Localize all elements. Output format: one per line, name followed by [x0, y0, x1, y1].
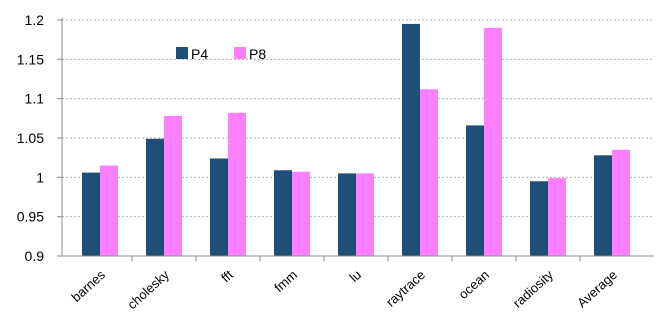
bar-p4-fft	[210, 158, 228, 256]
bar-p8-raytrace	[420, 89, 438, 256]
legend: P4 P8	[176, 46, 266, 62]
bar-p4-average	[594, 155, 612, 256]
x-tick-label: radiosity	[510, 267, 556, 311]
y-tick-labels: 1.2 1.15 1.1 1.05 1 0.95 0.9	[17, 12, 44, 264]
bar-p8-barnes	[100, 165, 118, 256]
legend-swatch-p8	[234, 47, 246, 59]
y-tick-label: 1.1	[25, 91, 45, 107]
bar-p8-lu	[356, 173, 374, 256]
y-tick-label: 1.15	[17, 51, 44, 67]
y-tick-label: 0.95	[17, 209, 44, 225]
bar-p4-raytrace	[402, 23, 420, 256]
bar-p8-cholesky	[164, 115, 182, 257]
x-tick-label: barnes	[68, 267, 108, 305]
bar-p8-average	[612, 149, 630, 256]
x-tick-label: cholesky	[124, 267, 172, 312]
x-tick-label: ocean	[456, 267, 492, 302]
y-tick-label: 0.9	[25, 248, 45, 264]
legend-label-p8: P8	[249, 46, 266, 62]
bar-p8-ocean	[484, 27, 502, 256]
x-tick-label: lu	[346, 267, 364, 285]
axes	[57, 18, 654, 261]
bar-p8-fft	[228, 112, 246, 257]
x-tick-label: Average	[574, 267, 620, 310]
bar-p8-radiosity	[548, 178, 566, 256]
bar-p4-barnes	[82, 172, 100, 256]
bar-p4-radiosity	[530, 181, 548, 256]
legend-label-p4: P4	[191, 46, 208, 62]
bars	[82, 23, 630, 257]
y-tick-label: 1	[36, 169, 44, 185]
bar-p4-ocean	[466, 125, 484, 256]
y-tick-label: 1.2	[25, 12, 45, 28]
bar-p4-cholesky	[146, 138, 164, 256]
y-tick-label: 1.05	[17, 130, 44, 146]
bar-p4-fmm	[274, 170, 292, 256]
legend-swatch-p4	[176, 47, 188, 59]
x-tick-label: raytrace	[383, 267, 428, 310]
x-tick-label: fmm	[271, 267, 300, 295]
x-tick-label: fft	[218, 267, 236, 286]
bar-p8-fmm	[292, 171, 310, 256]
x-tick-labels: barnes cholesky fft fmm lu raytrace ocean radio…	[68, 267, 620, 312]
bar-p4-lu	[338, 173, 356, 256]
